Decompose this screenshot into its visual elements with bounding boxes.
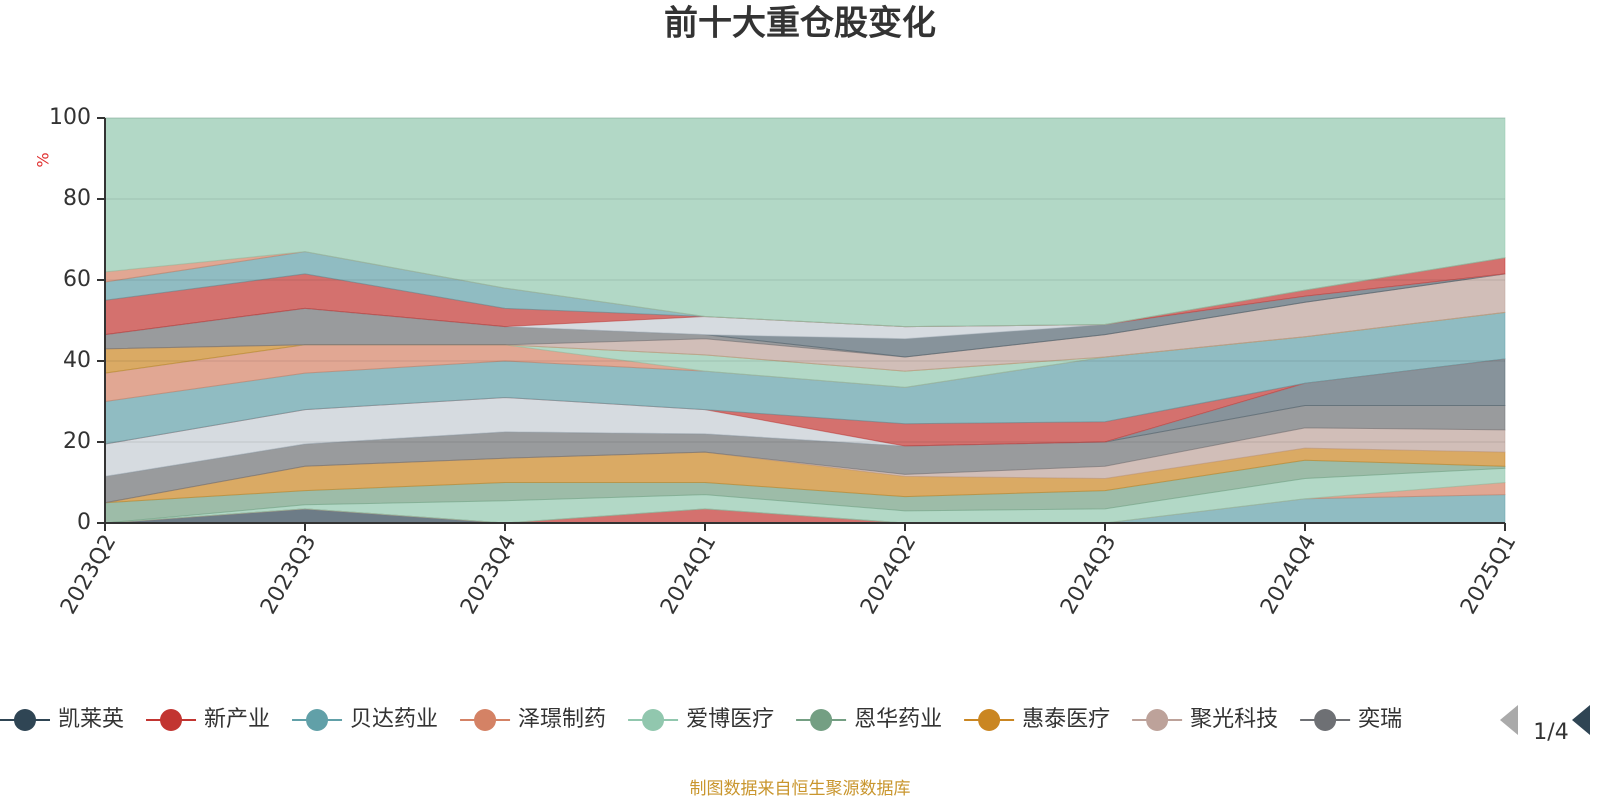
x-tick-label: 2024Q3: [1056, 531, 1121, 619]
y-tick-label: 80: [63, 186, 91, 211]
legend-marker: [160, 709, 183, 731]
legend-marker: [1314, 709, 1337, 731]
y-tick-label: 40: [63, 348, 91, 373]
x-tick-label: 2025Q1: [1456, 531, 1521, 619]
legend-next[interactable]: [1572, 705, 1590, 735]
legend-label[interactable]: 泽璟制药: [518, 707, 606, 732]
legend-marker: [14, 709, 36, 731]
legend-label[interactable]: 恩华药业: [854, 707, 942, 732]
legend-prev[interactable]: [1500, 705, 1518, 735]
y-axis-label: %: [34, 152, 53, 167]
x-tick-label: 2024Q1: [656, 531, 721, 619]
legend-page: 1/4: [1533, 720, 1568, 745]
legend-marker: [474, 709, 497, 731]
x-tick-label: 2024Q2: [856, 531, 921, 619]
legend-marker: [810, 709, 833, 731]
legend-marker: [642, 709, 665, 731]
y-tick-label: 60: [63, 267, 91, 292]
y-tick-label: 20: [63, 429, 91, 454]
legend-marker: [978, 709, 1001, 731]
legend-label[interactable]: 惠泰医疗: [1022, 707, 1110, 732]
chart-title: 前十大重仓股变化: [664, 4, 936, 44]
x-tick-label: 2023Q2: [56, 531, 121, 619]
legend-marker: [1146, 709, 1169, 731]
legend-label[interactable]: 爱博医疗: [686, 707, 774, 732]
x-tick-label: 2023Q3: [256, 531, 321, 619]
y-tick-label: 0: [77, 510, 91, 535]
legend-label[interactable]: 贝达药业: [350, 707, 438, 732]
legend-label[interactable]: 凯莱英: [58, 707, 124, 732]
x-tick-label: 2024Q4: [1256, 531, 1321, 619]
x-tick-label: 2023Q4: [456, 531, 521, 619]
source-note: 制图数据来自恒生聚源数据库: [690, 779, 911, 799]
legend-label[interactable]: 聚光科技: [1190, 707, 1278, 732]
area: [104, 117, 1506, 328]
legend-marker: [306, 709, 329, 731]
legend-label[interactable]: 新产业: [204, 707, 270, 732]
legend-label[interactable]: 奕瑞: [1358, 707, 1402, 732]
y-tick-label: 100: [49, 105, 91, 130]
